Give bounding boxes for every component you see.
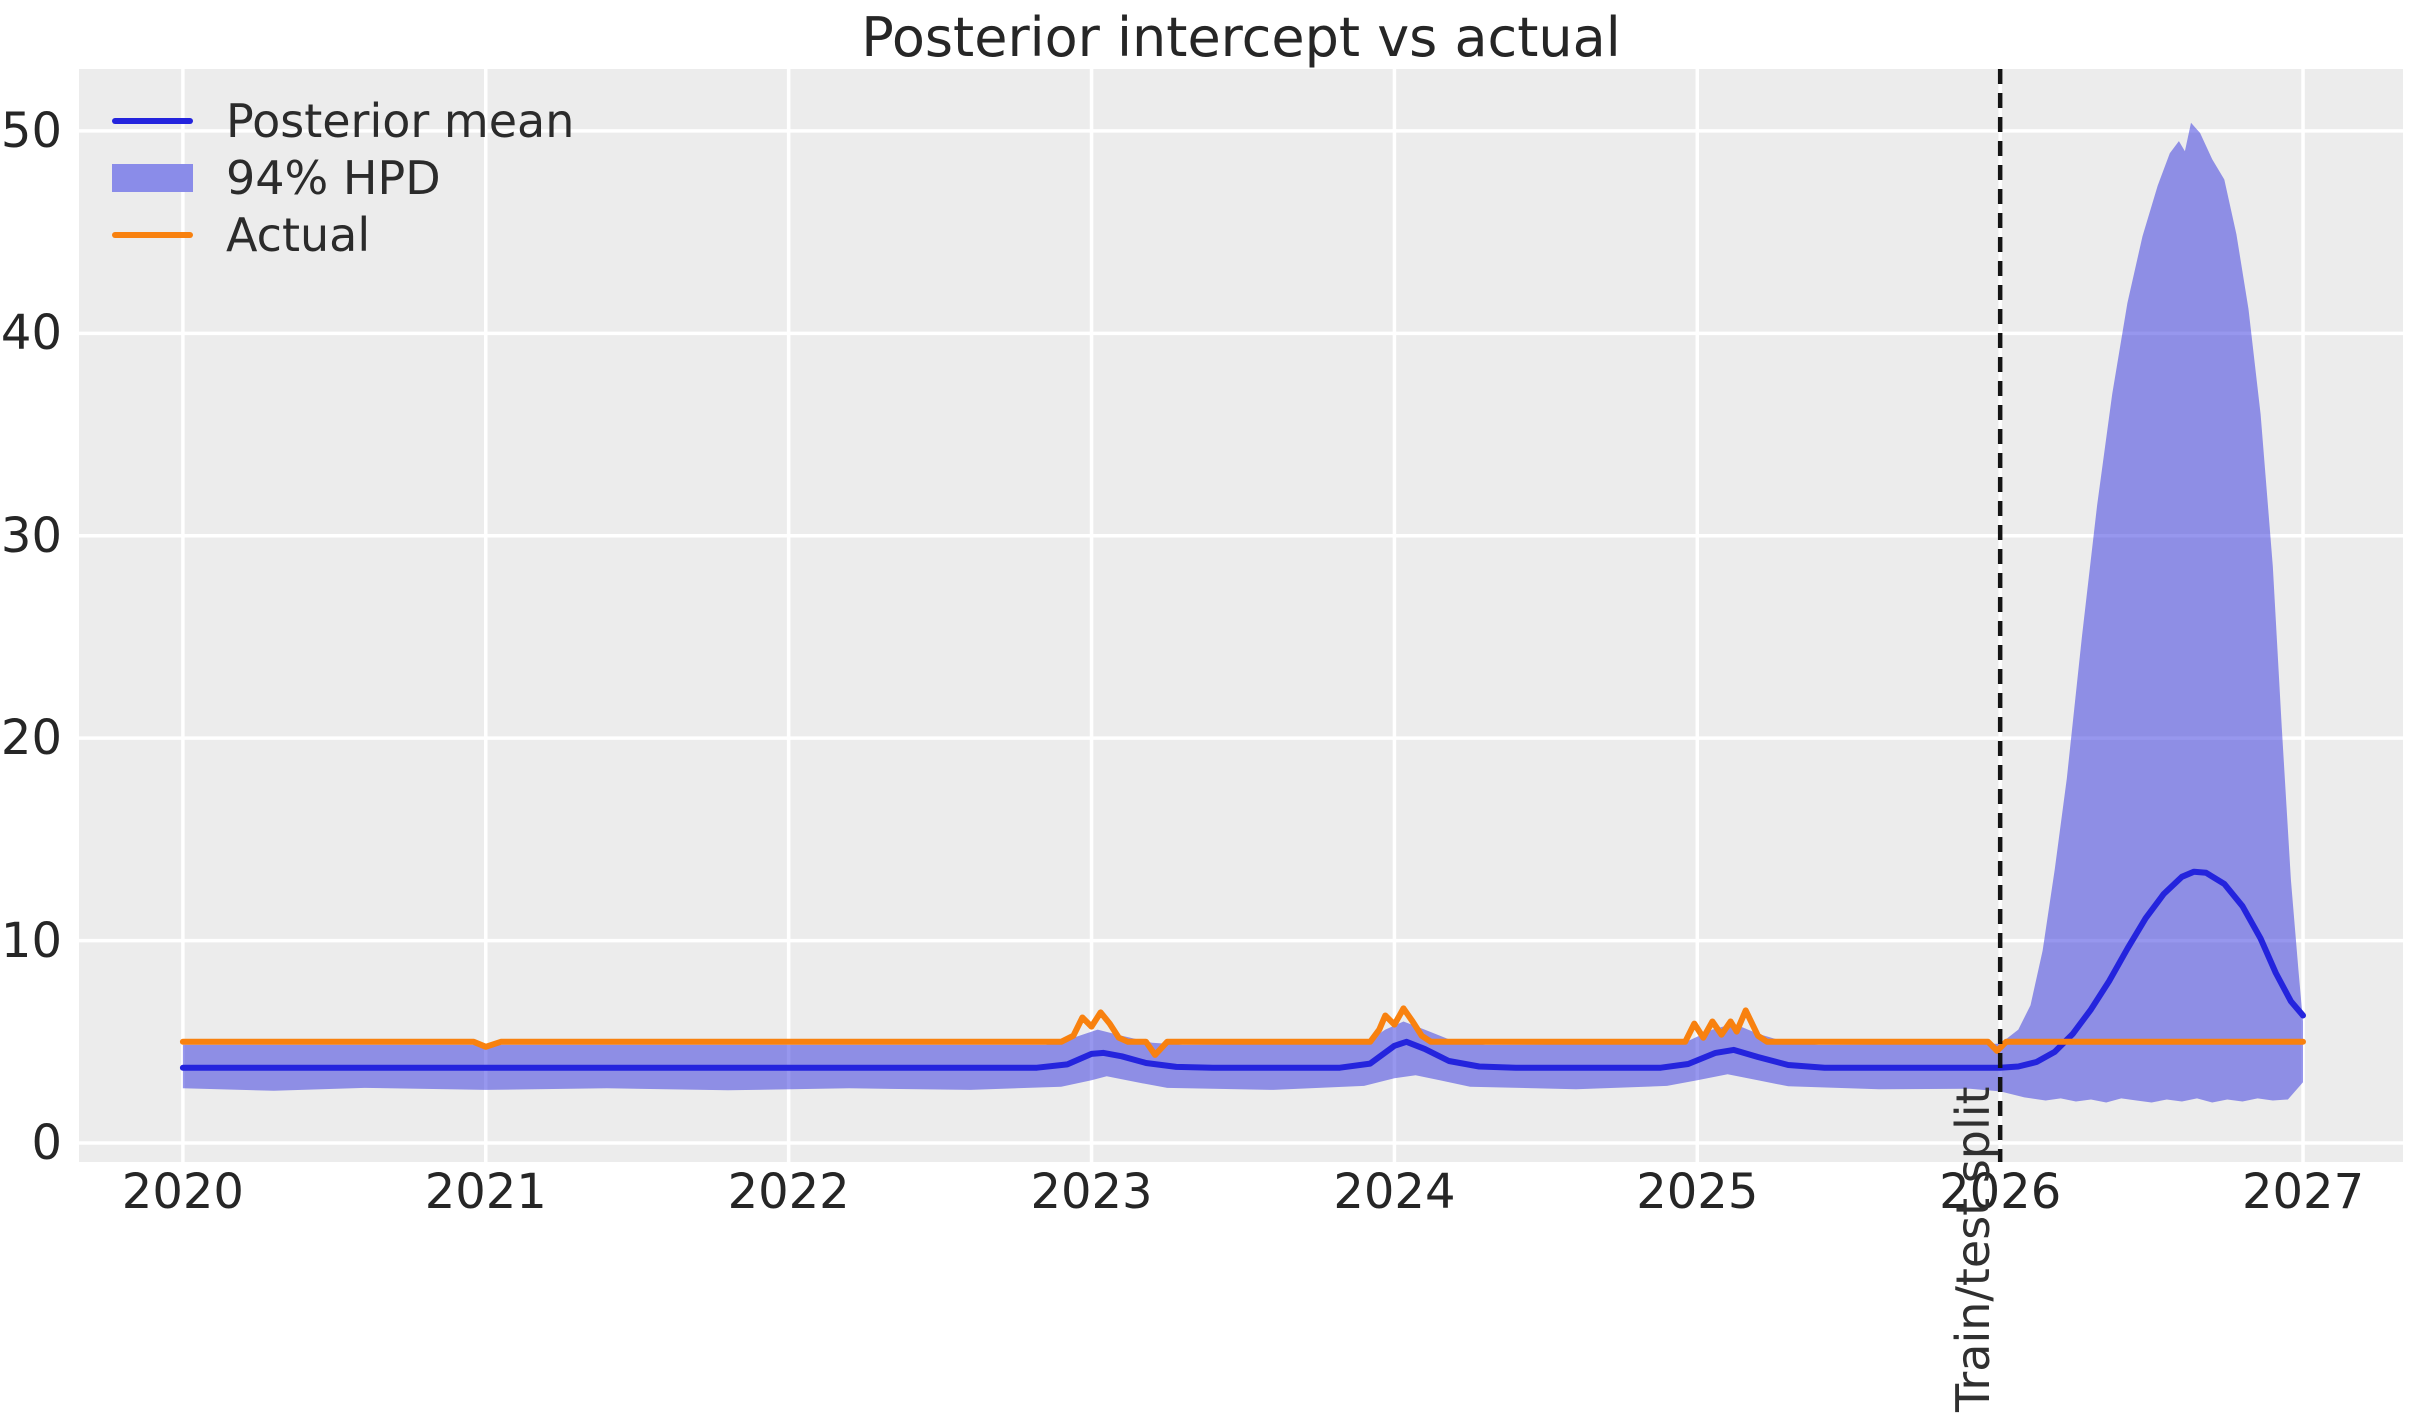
actual-line-swatch bbox=[112, 232, 193, 238]
y-tick-label: 20 bbox=[0, 710, 62, 767]
legend-label: Posterior mean bbox=[226, 94, 575, 148]
hpd-band-swatch bbox=[112, 164, 193, 192]
x-tick-label: 2026 bbox=[1939, 1164, 2062, 1220]
y-tick-label: 0 bbox=[31, 1114, 62, 1171]
legend-item-actual: Actual bbox=[112, 211, 574, 259]
posterior-mean-line bbox=[179, 868, 2306, 1071]
plot-area bbox=[79, 69, 2403, 1162]
actual-line bbox=[179, 1005, 2306, 1058]
chart-canvas bbox=[79, 69, 2403, 1162]
y-tick-label: 30 bbox=[0, 507, 62, 564]
gridlines bbox=[79, 69, 2403, 1162]
x-tick-label: 2024 bbox=[1333, 1164, 1456, 1220]
x-tick-label: 2022 bbox=[727, 1164, 850, 1220]
x-tick-label: 2027 bbox=[2241, 1164, 2365, 1220]
y-tick-label: 50 bbox=[0, 102, 62, 159]
y-tick-label: 10 bbox=[0, 912, 62, 969]
x-tick-label: 2023 bbox=[1030, 1164, 1153, 1220]
legend-label: 94% HPD bbox=[226, 151, 441, 205]
y-tick-label: 40 bbox=[0, 305, 62, 362]
posterior-mean-line-swatch bbox=[112, 118, 193, 124]
legend-item-hpd: 94% HPD bbox=[112, 154, 574, 202]
x-tick-label: 2025 bbox=[1636, 1164, 1759, 1220]
chart-title: Posterior intercept vs actual bbox=[861, 6, 1621, 69]
legend-label: Actual bbox=[226, 208, 371, 262]
train-test-split-label: Train/test split bbox=[1946, 1086, 2000, 1412]
hpd-band-area bbox=[182, 122, 2304, 1103]
x-tick-label: 2020 bbox=[121, 1164, 244, 1220]
legend-item-posterior-mean: Posterior mean bbox=[112, 97, 574, 145]
legend: Posterior mean 94% HPD Actual bbox=[112, 97, 574, 259]
x-tick-label: 2021 bbox=[424, 1164, 547, 1220]
